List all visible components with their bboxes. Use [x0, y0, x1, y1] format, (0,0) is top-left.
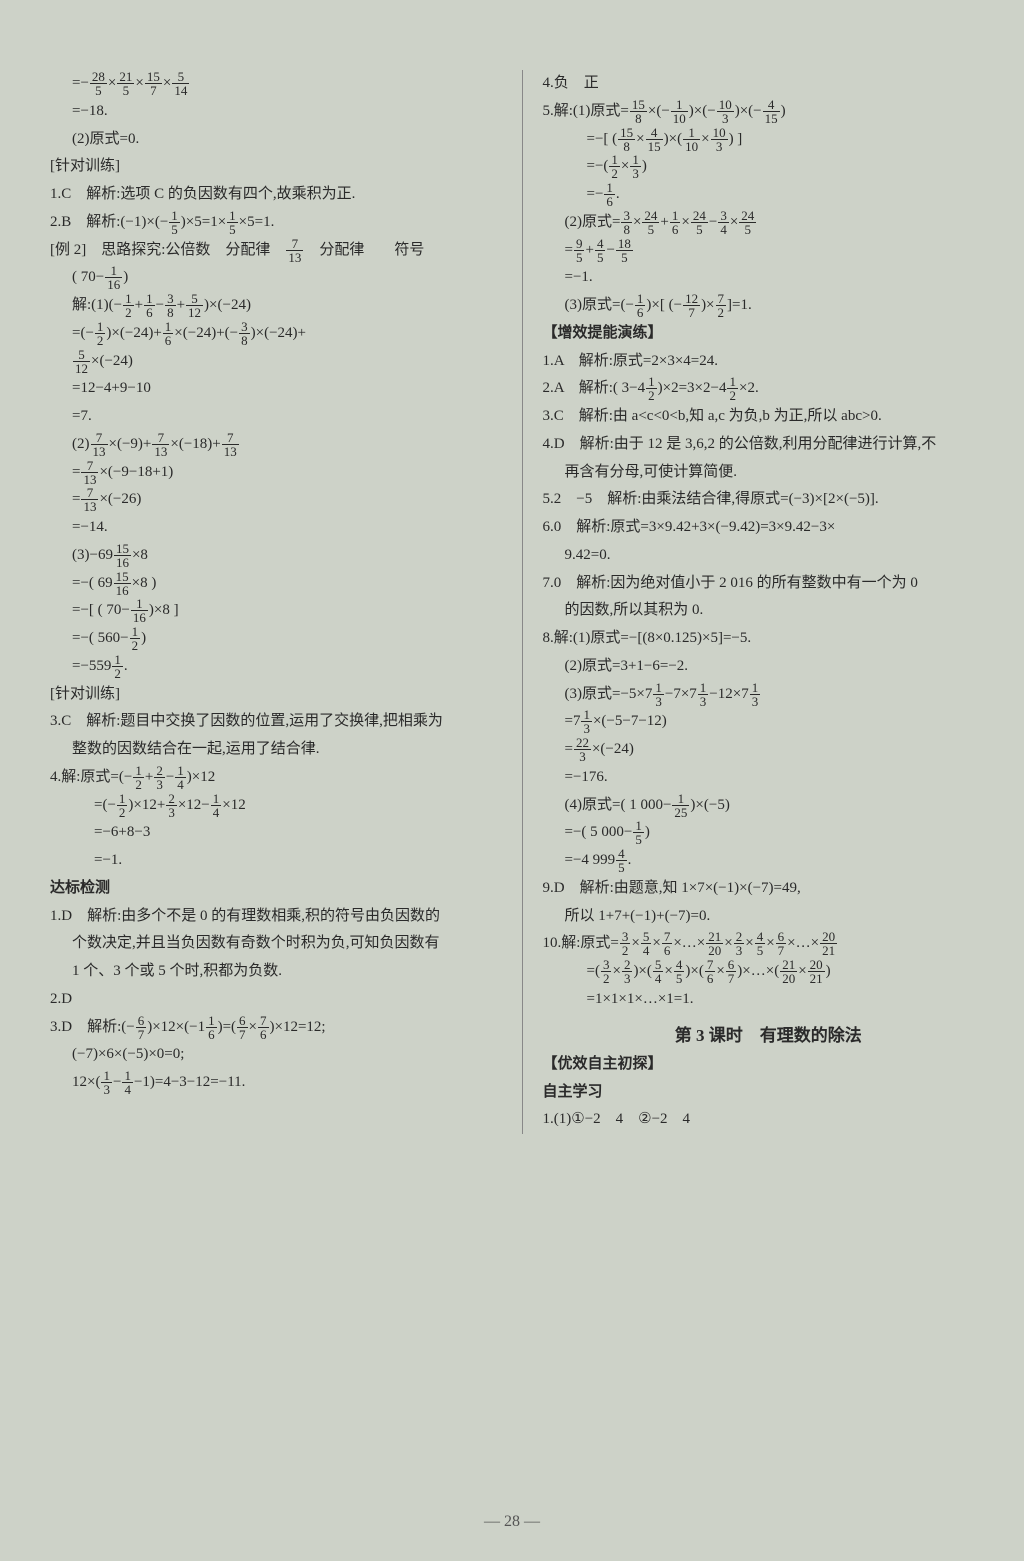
text-line: =−4 99945.: [543, 847, 995, 875]
text-line: 3.D 解析:(−67)×12×(−116)=(67×76)×12=12;: [50, 1014, 502, 1042]
text-line: (3)原式=(−16)×[ (−127)×72]=1.: [543, 292, 995, 320]
text-line: 所以 1+7+(−1)+(−7)=0.: [543, 903, 995, 931]
text-line: =−285×215×157×514: [50, 70, 502, 98]
text-line: 整数的因数结合在一起,运用了结合律.: [50, 736, 502, 764]
text-line: 1.A 解析:原式=2×3×4=24.: [543, 348, 995, 376]
text-line: (2)原式=38×245+16×245−34×245: [543, 209, 995, 237]
text-line: 4.D 解析:由于 12 是 3,6,2 的公倍数,利用分配律进行计算,不: [543, 431, 995, 459]
text-line: =−176.: [543, 764, 995, 792]
text-line: =−1.: [543, 264, 995, 292]
text-line: 1 个、3 个或 5 个时,积都为负数.: [50, 958, 502, 986]
text-line: 2.A 解析:( 3−412)×2=3×2−412×2.: [543, 375, 995, 403]
text-line: 10.解:原式=32×54×76×…×2120×23×45×67×…×2021: [543, 930, 995, 958]
text-line: 9.D 解析:由题意,知 1×7×(−1)×(−7)=49,: [543, 875, 995, 903]
text-line: =−(12×13): [543, 153, 995, 181]
text-line: =1×1×1×…×1=1.: [543, 986, 995, 1014]
text-line: 个数决定,并且当负因数有奇数个时积为负,可知负因数有: [50, 930, 502, 958]
text-line: (2)713×(−9)+713×(−18)+713: [50, 431, 502, 459]
text-line: =(−12)×12+23×12−14×12: [50, 792, 502, 820]
text-line: 7.0 解析:因为绝对值小于 2 016 的所有整数中有一个为 0: [543, 570, 995, 598]
text-line: =223×(−24): [543, 736, 995, 764]
text-line: 达标检测: [50, 875, 502, 903]
text-line: 4.负 正: [543, 70, 995, 98]
text-line: =−55912.: [50, 653, 502, 681]
text-line: 3.C 解析:题目中交换了因数的位置,运用了交换律,把相乘为: [50, 708, 502, 736]
text-line: 再含有分母,可使计算简便.: [543, 459, 995, 487]
text-line: =−1.: [50, 847, 502, 875]
text-line: =−( 691516×8 ): [50, 570, 502, 598]
text-line: 2.D: [50, 986, 502, 1014]
text-line: 9.42=0.: [543, 542, 995, 570]
text-line: =−( 5 000−15): [543, 819, 995, 847]
text-line: 1.C 解析:选项 C 的负因数有四个,故乘积为正.: [50, 181, 502, 209]
text-line: (−7)×6×(−5)×0=0;: [50, 1041, 502, 1069]
text-line: [例 2] 思路探究:公倍数 分配律 713 分配律 符号: [50, 237, 502, 265]
text-line: =−[ (158×415)×(110×103) ]: [543, 126, 995, 154]
text-line: 12×(13−14−1)=4−3−12=−11.: [50, 1069, 502, 1097]
text-line: 解:(1)(−12+16−38+512)×(−24): [50, 292, 502, 320]
text-line: 6.0 解析:原式=3×9.42+3×(−9.42)=3×9.42−3×: [543, 514, 995, 542]
text-line: (4)原式=( 1 000−125)×(−5): [543, 792, 995, 820]
text-line: =7.: [50, 403, 502, 431]
text-line: =−( 560−12): [50, 625, 502, 653]
text-line: 2.B 解析:(−1)×(−15)×5=1×15×5=1.: [50, 209, 502, 237]
text-line: 的因数,所以其积为 0.: [543, 597, 995, 625]
text-line: ( 70−116): [50, 264, 502, 292]
text-line: 【增效提能演练】: [543, 320, 995, 348]
text-line: =−6+8−3: [50, 819, 502, 847]
text-line: 1.(1)①−2 4 ②−2 4: [543, 1106, 995, 1134]
text-line: (2)原式=3+1−6=−2.: [543, 653, 995, 681]
text-line: (3)原式=−5×713−7×713−12×713: [543, 681, 995, 709]
text-line: 自主学习: [543, 1079, 995, 1107]
text-line: [针对训练]: [50, 153, 502, 181]
text-line: =713×(−9−18+1): [50, 459, 502, 487]
text-line: 1.D 解析:由多个不是 0 的有理数相乘,积的符号由负因数的: [50, 903, 502, 931]
text-line: 第 3 课时 有理数的除法: [543, 1020, 995, 1051]
text-line: 5.2 −5 解析:由乘法结合律,得原式=(−3)×[2×(−5)].: [543, 486, 995, 514]
text-line: 4.解:原式=(−12+23−14)×12: [50, 764, 502, 792]
text-line: =95+45−185: [543, 237, 995, 265]
text-line: 8.解:(1)原式=−[(8×0.125)×5]=−5.: [543, 625, 995, 653]
text-line: [针对训练]: [50, 681, 502, 709]
text-line: 【优效自主初探】: [543, 1051, 995, 1079]
text-line: =713×(−5−7−12): [543, 708, 995, 736]
text-line: =713×(−26): [50, 486, 502, 514]
text-line: =(32×23)×(54×45)×(76×67)×…×(2120×2021): [543, 958, 995, 986]
text-line: =−18.: [50, 98, 502, 126]
text-line: =(−12)×(−24)+16×(−24)+(−38)×(−24)+: [50, 320, 502, 348]
text-line: 3.C 解析:由 a<c<0<b,知 a,c 为负,b 为正,所以 abc>0.: [543, 403, 995, 431]
text-line: (2)原式=0.: [50, 126, 502, 154]
text-line: =−14.: [50, 514, 502, 542]
right-column: 4.负 正5.解:(1)原式=158×(−110)×(−103)×(−415)=…: [522, 70, 995, 1134]
text-line: =−[ ( 70−116)×8 ]: [50, 597, 502, 625]
text-line: 512×(−24): [50, 348, 502, 376]
left-column: =−285×215×157×514=−18.(2)原式=0.[针对训练]1.C …: [50, 70, 522, 1134]
page-number: — 28 —: [0, 1513, 1024, 1531]
text-line: =12−4+9−10: [50, 375, 502, 403]
text-line: 5.解:(1)原式=158×(−110)×(−103)×(−415): [543, 98, 995, 126]
text-line: =−16.: [543, 181, 995, 209]
text-line: (3)−691516×8: [50, 542, 502, 570]
